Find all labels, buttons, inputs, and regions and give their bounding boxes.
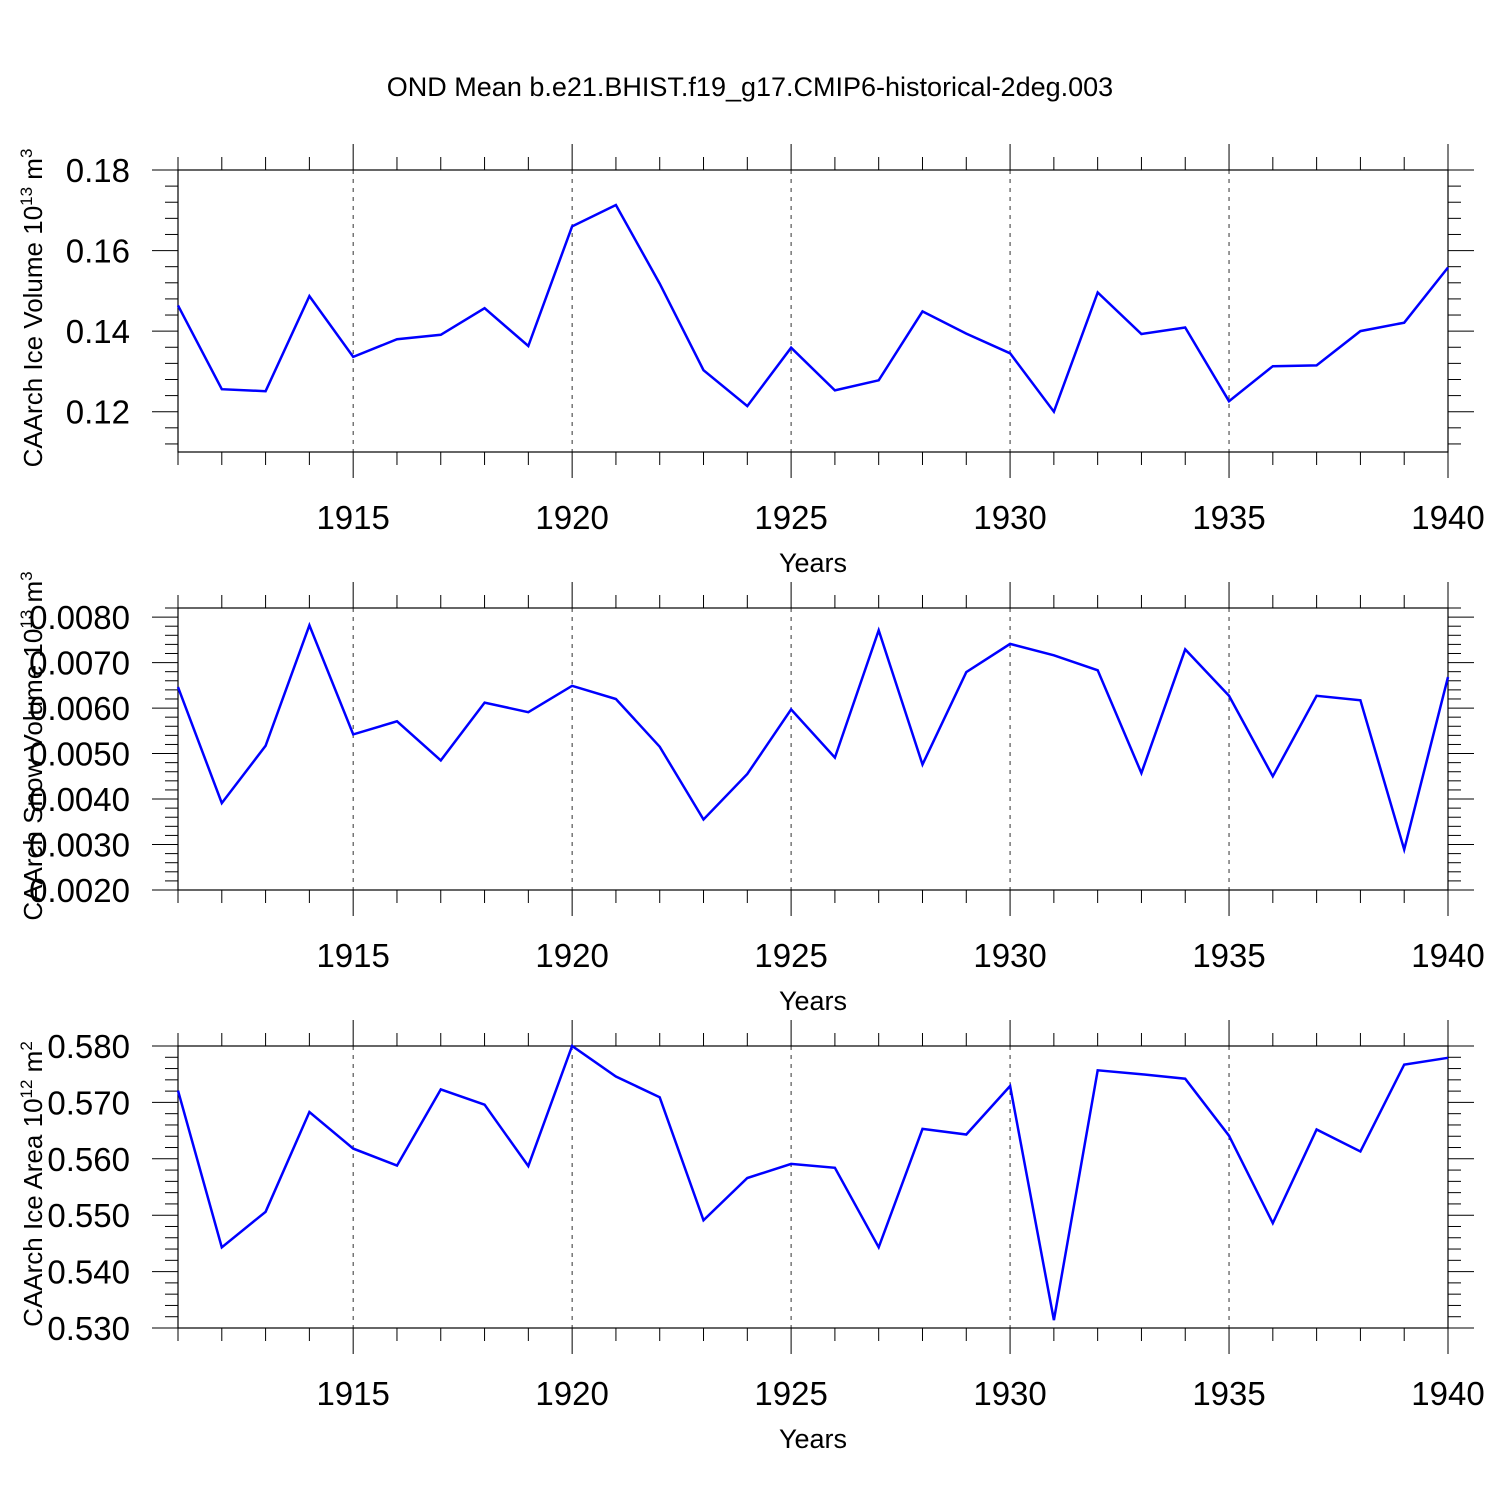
y-axis-label-unit: m — [18, 581, 48, 610]
x-tick-label: 1940 — [1411, 937, 1484, 974]
y-axis-label-main: CAArch Ice Volume 10 — [18, 206, 48, 468]
y-axis-label-unit: m — [18, 1051, 48, 1080]
x-tick-label: 1930 — [973, 499, 1046, 536]
y-axis-label: CAArch Snow Volume 1013 m3 — [17, 571, 48, 920]
x-axis-label: Years — [779, 548, 847, 578]
x-tick-label: 1925 — [754, 1375, 827, 1412]
y-axis-label-exp: 13 — [17, 187, 36, 206]
y-axis-label: CAArch Ice Area 1012 m2 — [17, 1041, 48, 1327]
chart-title: OND Mean b.e21.BHIST.f19_g17.CMIP6-histo… — [387, 72, 1113, 102]
x-tick-label: 1915 — [316, 499, 389, 536]
x-tick-label: 1935 — [1192, 1375, 1265, 1412]
x-tick-label: 1925 — [754, 937, 827, 974]
x-tick-label: 1930 — [973, 1375, 1046, 1412]
x-tick-label: 1930 — [973, 937, 1046, 974]
y-tick-label: 0.14 — [66, 313, 130, 350]
y-tick-label: 0.550 — [47, 1197, 130, 1234]
y-tick-label: 0.570 — [47, 1084, 130, 1121]
y-axis-label-unit: m — [18, 158, 48, 187]
x-axis-label: Years — [779, 1424, 847, 1454]
series-line-1 — [176, 203, 1449, 415]
y-tick-label: 0.0050 — [29, 736, 130, 773]
y-tick-label: 0.0040 — [29, 781, 130, 818]
panel-3: 0.530 0.540 0.550 0.560 0.570 0.580 1915 1920 19… — [17, 1020, 1485, 1454]
y-axis-label-main: CAArch Ice Area 10 — [18, 1098, 48, 1326]
x-tick-label: 1935 — [1192, 937, 1265, 974]
y-tick-label: 0.580 — [47, 1028, 130, 1065]
x-tick-label: 1915 — [316, 1375, 389, 1412]
x-tick-label: 1935 — [1192, 499, 1265, 536]
x-tick-label: 1915 — [316, 937, 389, 974]
y-tick-label: 0.530 — [47, 1310, 130, 1347]
x-tick-label: 1920 — [535, 499, 608, 536]
plot-frame — [177, 607, 1449, 891]
y-tick-label: 0.560 — [47, 1141, 130, 1178]
panel-2: 0.0020 0.0030 0.0040 0.0050 0.0060 0.0070 0.00… — [17, 571, 1485, 1016]
y-axis-label-unit-exp: 3 — [17, 571, 36, 580]
y-tick-label: 0.0020 — [29, 872, 130, 909]
x-axis-label: Years — [779, 986, 847, 1016]
y-tick-label: 0.540 — [47, 1254, 130, 1291]
panel-1: 0.12 0.14 0.16 0.18 1915 1920 1925 1930 1935 1940… — [17, 144, 1485, 578]
y-axis-label-unit-exp: 2 — [17, 1041, 36, 1050]
x-tick-label: 1925 — [754, 499, 827, 536]
y-axis-label: CAArch Ice Volume 1013 m3 — [17, 149, 48, 468]
y-axis-label-unit-exp: 3 — [17, 149, 36, 158]
x-tick-label: 1940 — [1411, 499, 1484, 536]
y-axis-label-exp: 12 — [17, 1080, 36, 1099]
series-line-2 — [176, 621, 1450, 855]
y-tick-label: 0.12 — [66, 394, 130, 431]
x-tick-label: 1920 — [535, 1375, 608, 1412]
y-tick-label: 0.0080 — [29, 599, 130, 636]
plot-frame — [177, 169, 1449, 453]
x-tick-label: 1940 — [1411, 1375, 1484, 1412]
plot-frame — [177, 1045, 1449, 1329]
y-tick-label: 0.18 — [66, 152, 130, 189]
y-axis-label-main: CAArch Snow Volume 10 — [18, 629, 48, 921]
y-tick-label: 0.0060 — [29, 690, 130, 727]
y-tick-label: 0.16 — [66, 233, 130, 270]
y-tick-label: 0.0030 — [29, 827, 130, 864]
x-tick-label: 1920 — [535, 937, 608, 974]
y-axis-label-exp: 13 — [17, 610, 36, 629]
y-tick-label: 0.0070 — [29, 645, 130, 682]
series-line-3 — [176, 1044, 1449, 1321]
